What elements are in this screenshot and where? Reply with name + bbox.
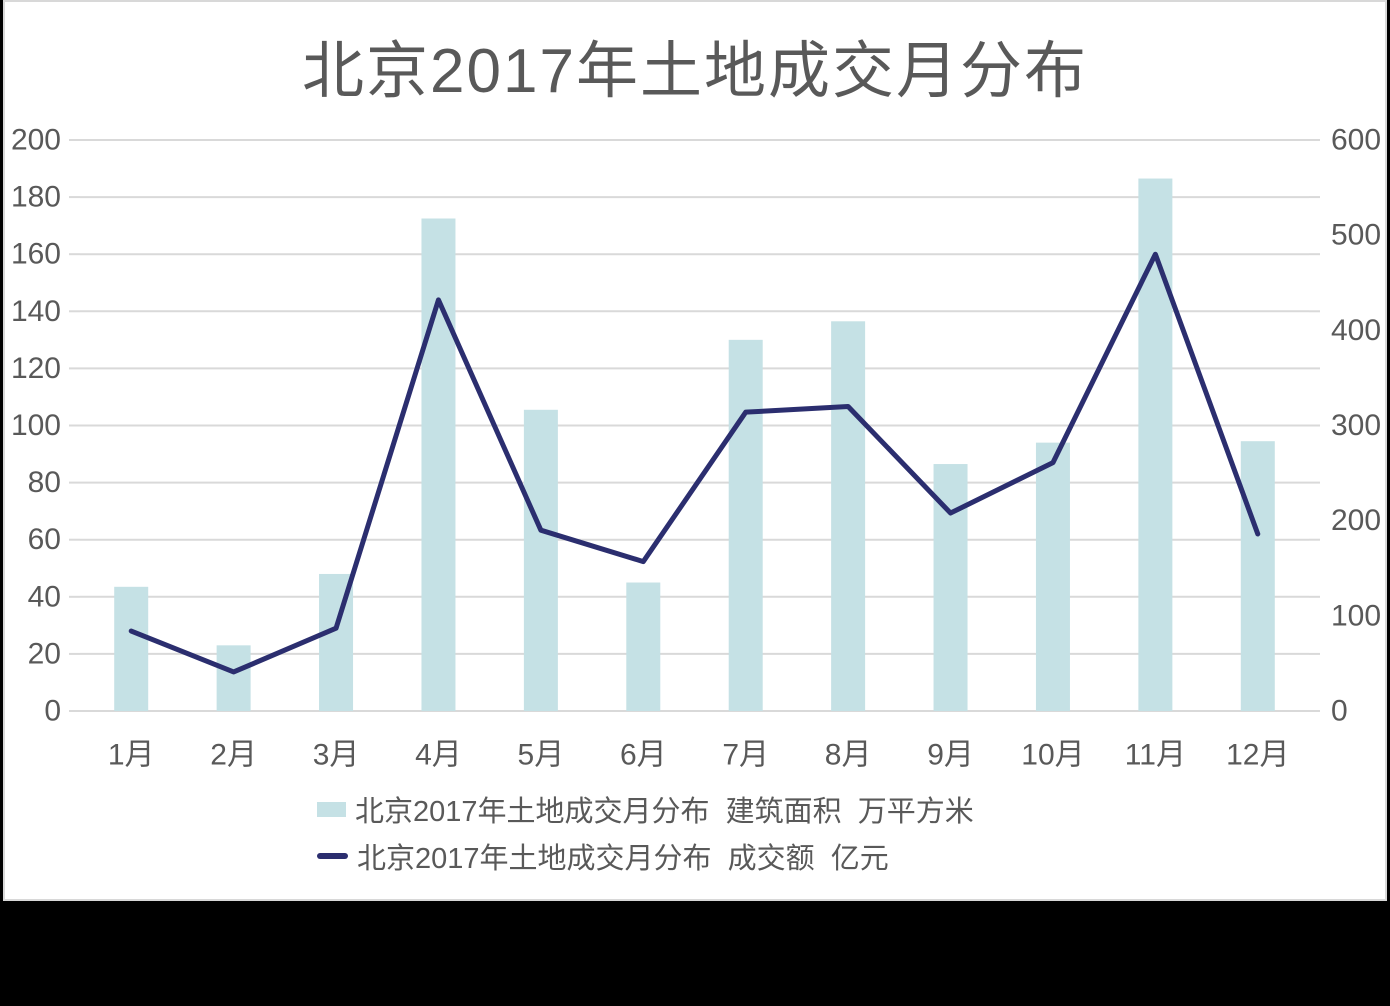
- legend-label-area: 北京2017年土地成交月分布 建筑面积 万平方米: [355, 796, 974, 828]
- left-axis-label: 140: [11, 295, 61, 328]
- chart-title: 北京2017年土地成交月分布: [302, 37, 1088, 106]
- x-axis-label: 6月: [620, 739, 667, 772]
- bar: [114, 586, 149, 711]
- right-axis-label: 500: [1331, 219, 1381, 252]
- legend-item-area: 北京2017年土地成交月分布 建筑面积 万平方米: [317, 792, 974, 828]
- left-axis-label: 160: [11, 238, 61, 271]
- bar: [1035, 442, 1070, 711]
- line-series: [128, 251, 1261, 675]
- bar-swatch-icon: [317, 801, 346, 817]
- bar: [626, 582, 661, 711]
- right-axis-label: 400: [1331, 314, 1381, 347]
- left-axis-label: 40: [28, 580, 61, 613]
- right-axis-label: 100: [1331, 599, 1381, 632]
- right-axis-label: 300: [1331, 409, 1381, 442]
- left-axis-label: 200: [11, 124, 61, 157]
- chart-panel: 北京2017年土地成交月分布 0 20 40 60 80 100 120 140 160 180 2…: [3, 0, 1387, 901]
- x-axis-label: 5月: [518, 739, 565, 772]
- legend: 北京2017年土地成交月分布 建筑面积 万平方米 北京2017年土地成交月分布 …: [317, 792, 974, 875]
- left-axis-label: 20: [28, 637, 61, 670]
- x-axis-label: 7月: [722, 739, 769, 772]
- bar: [728, 339, 763, 711]
- legend-item-amount: 北京2017年土地成交月分布 成交额 亿元: [317, 839, 974, 875]
- left-axis-label: 0: [44, 695, 61, 728]
- right-axis-label: 0: [1331, 695, 1348, 728]
- bar: [421, 218, 456, 711]
- bar: [216, 645, 251, 711]
- x-axis-label: 10月: [1021, 739, 1084, 772]
- right-axis-label: 200: [1331, 504, 1381, 537]
- x-axis-label: 9月: [927, 739, 974, 772]
- bar: [1138, 178, 1173, 712]
- x-axis-label: 4月: [415, 739, 462, 772]
- x-axis-label: 1月: [108, 739, 155, 772]
- combo-chart: 0 20 40 60 80 100 120 140 160 180 200 0 100 200 300 400…: [11, 124, 1381, 772]
- x-axis-label: 11月: [1125, 739, 1186, 772]
- x-axis-label: 12月: [1226, 739, 1289, 772]
- x-axis-label: 2月: [210, 739, 257, 772]
- left-axis-label: 180: [11, 181, 61, 214]
- bar: [831, 321, 866, 711]
- bar: [1240, 441, 1275, 711]
- left-axis-label: 120: [11, 352, 61, 385]
- legend-label-amount: 北京2017年土地成交月分布 成交额 亿元: [357, 843, 889, 875]
- x-axis-label: 3月: [313, 739, 360, 772]
- x-axis-label: 8月: [825, 739, 872, 772]
- line-swatch-icon: [317, 853, 348, 859]
- left-axis-label: 60: [28, 523, 61, 556]
- left-axis-label: 100: [11, 409, 61, 442]
- bar: [523, 409, 558, 711]
- right-axis-label: 600: [1331, 124, 1381, 157]
- left-axis-label: 80: [28, 466, 61, 499]
